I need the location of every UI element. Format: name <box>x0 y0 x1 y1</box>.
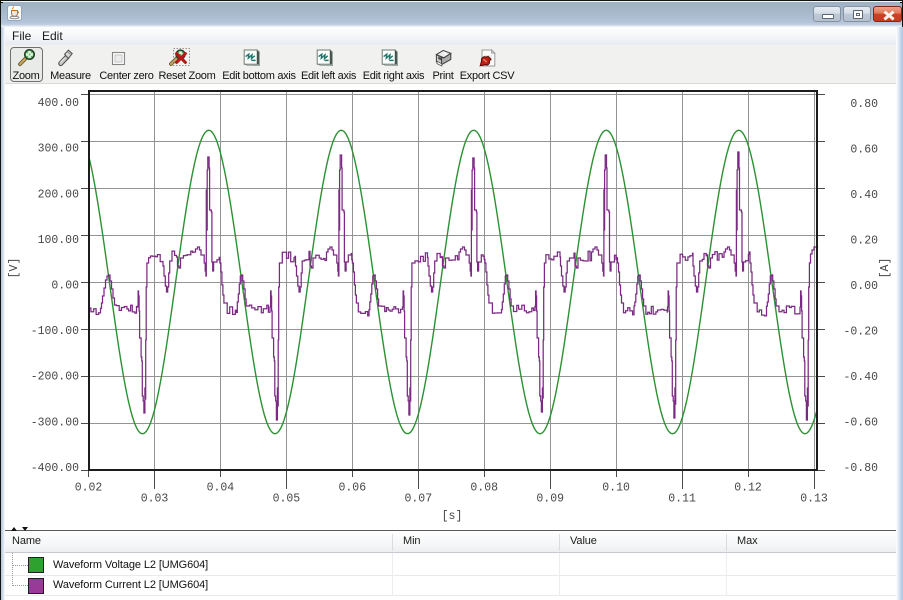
svg-text:-0.60: -0.60 <box>843 417 878 430</box>
svg-text:-300.00: -300.00 <box>31 416 79 429</box>
svg-text:0.06: 0.06 <box>338 482 366 495</box>
svg-text:0.13: 0.13 <box>800 493 828 506</box>
svg-text:0.12: 0.12 <box>734 482 762 495</box>
svg-text:0.11: 0.11 <box>668 493 696 506</box>
svg-text:-0.20: -0.20 <box>843 326 878 339</box>
svg-text:-100.00: -100.00 <box>31 325 79 338</box>
svg-text:[s]: [s] <box>442 510 463 523</box>
svg-text:-400.00: -400.00 <box>31 462 79 475</box>
svg-text:0.40: 0.40 <box>850 189 878 202</box>
svg-text:-0.80: -0.80 <box>843 462 878 475</box>
svg-text:-0.40: -0.40 <box>843 371 878 384</box>
svg-text:0.04: 0.04 <box>207 482 235 495</box>
svg-text:0.20: 0.20 <box>850 235 878 248</box>
svg-text:0.60: 0.60 <box>850 144 878 157</box>
svg-text:[A]: [A] <box>879 258 892 279</box>
svg-text:300.00: 300.00 <box>38 143 80 156</box>
svg-text:400.00: 400.00 <box>38 97 80 110</box>
svg-text:0.00: 0.00 <box>51 280 79 293</box>
svg-text:[V]: [V] <box>8 258 21 279</box>
svg-text:100.00: 100.00 <box>38 234 80 247</box>
svg-text:0.07: 0.07 <box>404 493 432 506</box>
svg-text:0.00: 0.00 <box>850 280 878 293</box>
svg-text:0.08: 0.08 <box>470 482 498 495</box>
svg-text:0.03: 0.03 <box>141 493 169 506</box>
svg-text:0.80: 0.80 <box>850 98 878 111</box>
svg-text:-200.00: -200.00 <box>31 371 79 384</box>
svg-text:0.05: 0.05 <box>273 493 301 506</box>
svg-text:200.00: 200.00 <box>38 188 80 201</box>
svg-text:0.09: 0.09 <box>536 493 564 506</box>
svg-text:0.10: 0.10 <box>602 482 630 495</box>
svg-text:0.02: 0.02 <box>75 482 103 495</box>
